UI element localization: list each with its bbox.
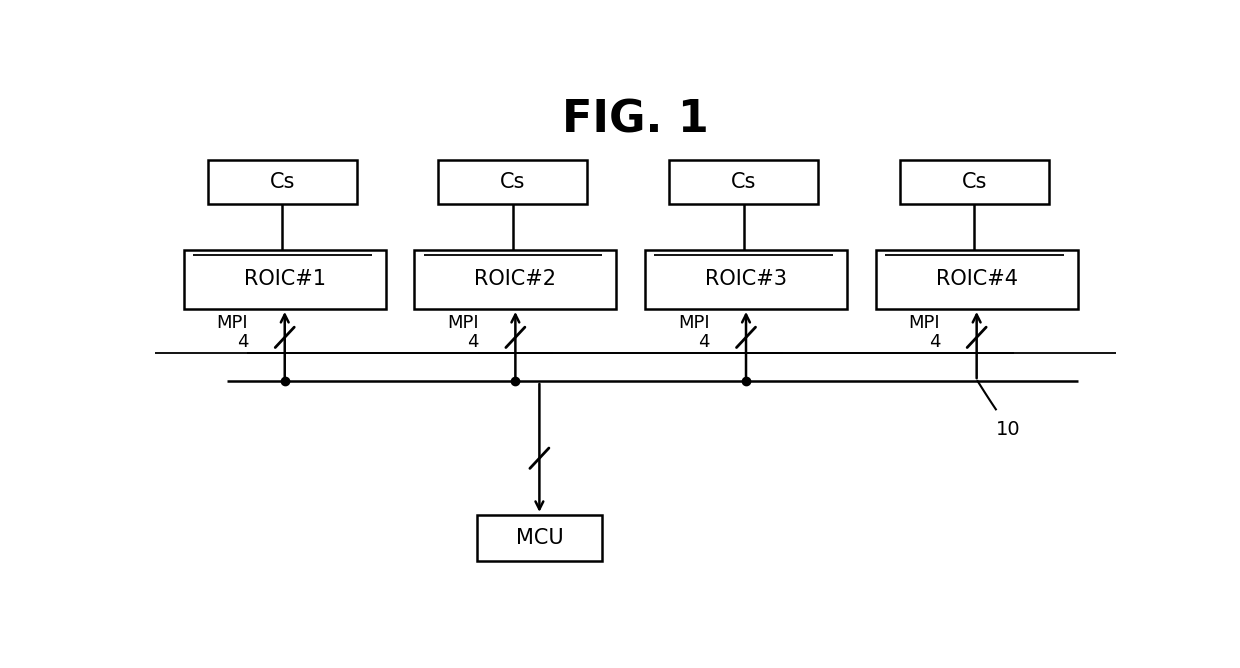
Bar xyxy=(670,160,818,204)
Bar xyxy=(875,250,1078,309)
Text: MPI: MPI xyxy=(217,315,248,333)
Text: Cs: Cs xyxy=(730,172,756,192)
Bar xyxy=(900,160,1049,204)
Text: 4: 4 xyxy=(237,333,248,351)
Text: Cs: Cs xyxy=(961,172,987,192)
Text: FIG. 1: FIG. 1 xyxy=(562,98,709,141)
Text: ROIC#4: ROIC#4 xyxy=(936,269,1018,289)
Text: ROIC#3: ROIC#3 xyxy=(706,269,787,289)
Bar xyxy=(208,160,357,204)
Text: ROIC#1: ROIC#1 xyxy=(244,269,326,289)
Bar xyxy=(414,250,616,309)
Text: MCU: MCU xyxy=(516,528,563,548)
Text: MPI: MPI xyxy=(909,315,940,333)
Bar xyxy=(645,250,847,309)
Text: Cs: Cs xyxy=(269,172,295,192)
Bar xyxy=(477,515,601,561)
Text: 4: 4 xyxy=(467,333,479,351)
Bar xyxy=(439,160,588,204)
Text: MPI: MPI xyxy=(448,315,479,333)
Text: ROIC#2: ROIC#2 xyxy=(475,269,557,289)
Text: 4: 4 xyxy=(698,333,709,351)
Text: 10: 10 xyxy=(996,420,1021,439)
Bar xyxy=(184,250,386,309)
Text: MPI: MPI xyxy=(678,315,709,333)
Text: Cs: Cs xyxy=(500,172,526,192)
Text: 4: 4 xyxy=(929,333,940,351)
